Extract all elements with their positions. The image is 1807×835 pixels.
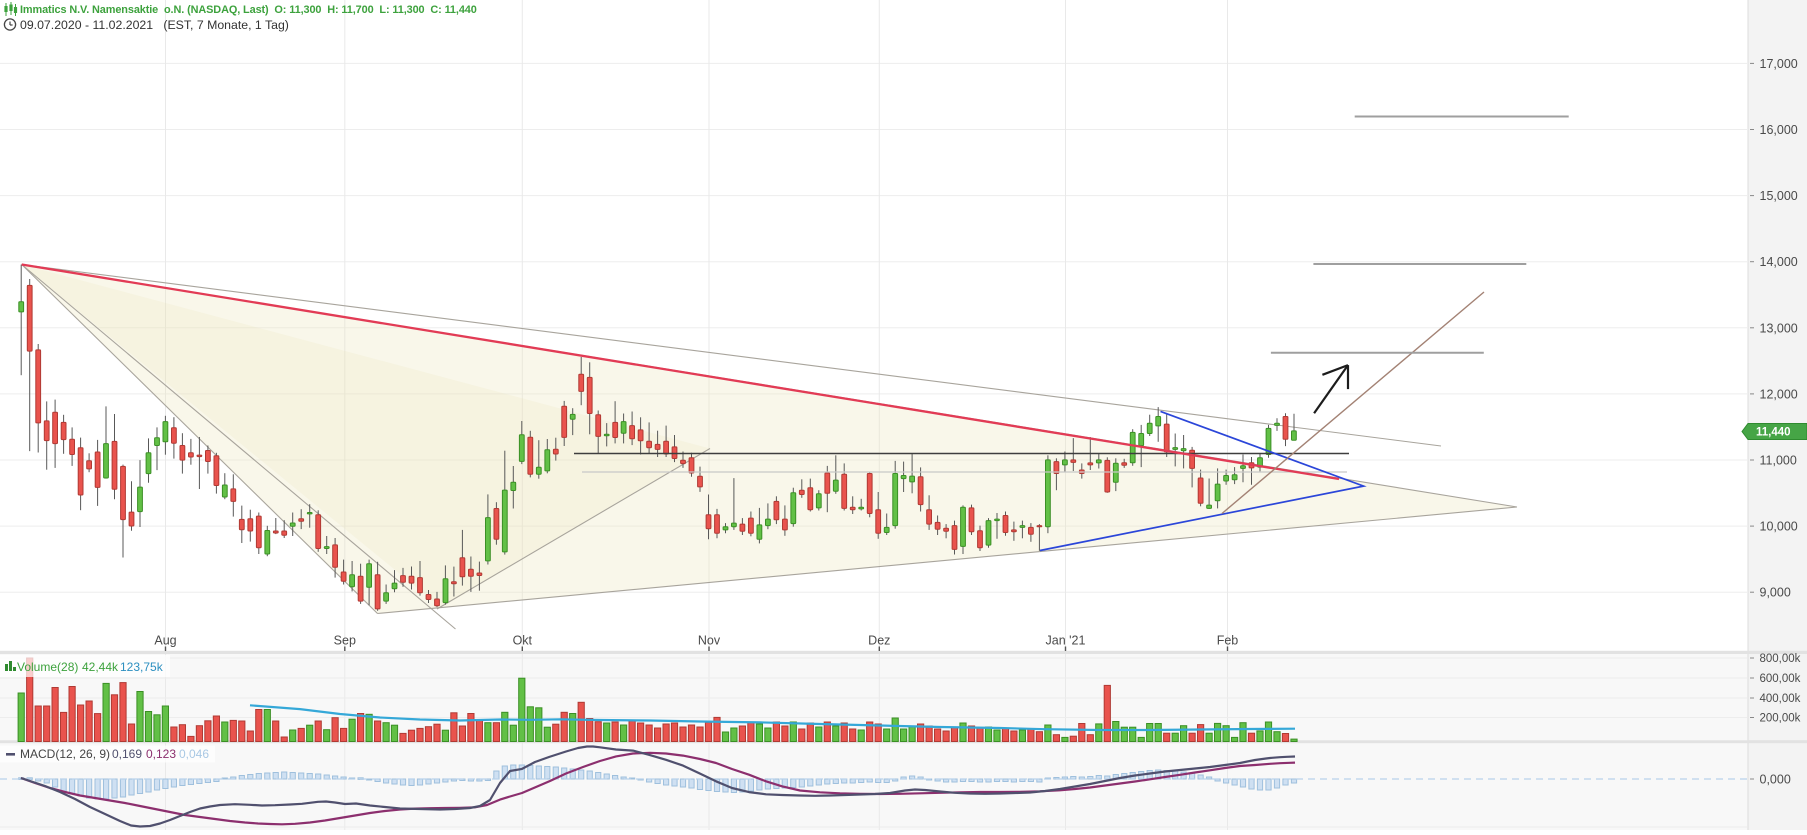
svg-text:Immatics N.V. Namensaktie o.N: Immatics N.V. Namensaktie o.N. (NASDAQ, … (20, 4, 477, 16)
svg-text:Nov: Nov (698, 634, 721, 648)
svg-text:14,000: 14,000 (1760, 255, 1798, 269)
svg-text:12,000: 12,000 (1760, 387, 1798, 401)
svg-text:600,00k: 600,00k (1760, 673, 1801, 685)
svg-text:11,440: 11,440 (1756, 427, 1791, 439)
svg-text:11,000: 11,000 (1760, 454, 1797, 468)
svg-text:16,000: 16,000 (1760, 123, 1798, 137)
svg-text:0,000: 0,000 (1760, 773, 1791, 787)
svg-text:Aug: Aug (154, 634, 176, 648)
svg-text:200,00k: 200,00k (1760, 713, 1801, 725)
svg-text:17,000: 17,000 (1760, 57, 1798, 71)
svg-text:10,000: 10,000 (1760, 520, 1798, 534)
svg-text:123,75k: 123,75k (120, 660, 164, 674)
svg-text:9,000: 9,000 (1760, 586, 1791, 600)
svg-text:09.07.2020 - 11.02.2021 (EST: 09.07.2020 - 11.02.2021 (EST, 7 Monate, … (20, 18, 289, 32)
svg-text:Sep: Sep (334, 634, 356, 648)
svg-text:400,00k: 400,00k (1760, 693, 1801, 705)
svg-text:Jan '21: Jan '21 (1046, 634, 1086, 648)
svg-text:Volume(28): Volume(28) (17, 660, 78, 674)
svg-text:0,169: 0,169 (112, 747, 142, 761)
svg-text:MACD(12, 26, 9): MACD(12, 26, 9) (20, 747, 110, 761)
svg-text:0,046: 0,046 (179, 747, 209, 761)
svg-text:Okt: Okt (513, 634, 533, 648)
svg-text:42,44k: 42,44k (82, 660, 119, 674)
svg-text:Feb: Feb (1217, 634, 1239, 648)
svg-text:Dez: Dez (868, 634, 890, 648)
svg-text:800,00k: 800,00k (1760, 653, 1801, 665)
svg-text:0,123: 0,123 (146, 747, 176, 761)
svg-text:15,000: 15,000 (1760, 189, 1798, 203)
svg-text:13,000: 13,000 (1760, 321, 1798, 335)
